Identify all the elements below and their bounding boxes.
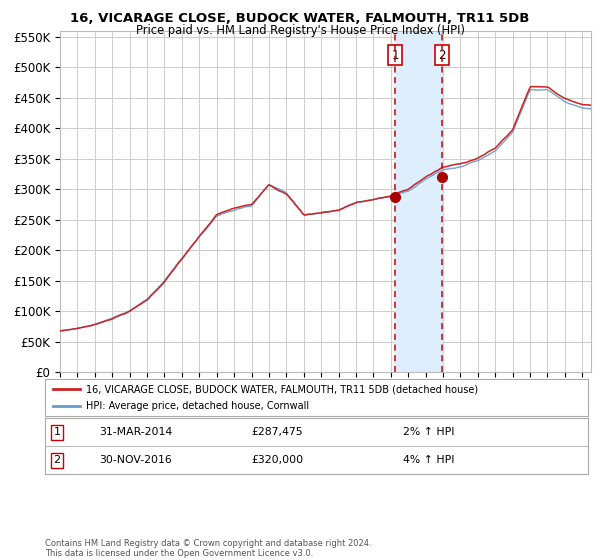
Text: 16, VICARAGE CLOSE, BUDOCK WATER, FALMOUTH, TR11 5DB: 16, VICARAGE CLOSE, BUDOCK WATER, FALMOU… [70,12,530,25]
Text: 2: 2 [53,455,61,465]
Text: 1: 1 [391,49,399,62]
Text: 30-NOV-2016: 30-NOV-2016 [100,455,172,465]
Text: 4% ↑ HPI: 4% ↑ HPI [403,455,455,465]
Text: £320,000: £320,000 [251,455,304,465]
Text: £287,475: £287,475 [251,427,303,437]
Text: 16, VICARAGE CLOSE, BUDOCK WATER, FALMOUTH, TR11 5DB (detached house): 16, VICARAGE CLOSE, BUDOCK WATER, FALMOU… [86,384,478,394]
Text: 2: 2 [438,49,445,62]
Text: Price paid vs. HM Land Registry's House Price Index (HPI): Price paid vs. HM Land Registry's House … [136,24,464,36]
Bar [395,31,442,372]
Text: 1: 1 [53,427,61,437]
Text: 2% ↑ HPI: 2% ↑ HPI [403,427,455,437]
Text: HPI: Average price, detached house, Cornwall: HPI: Average price, detached house, Corn… [86,402,309,412]
Text: 31-MAR-2014: 31-MAR-2014 [100,427,173,437]
Text: Contains HM Land Registry data © Crown copyright and database right 2024.
This d: Contains HM Land Registry data © Crown c… [45,539,371,558]
